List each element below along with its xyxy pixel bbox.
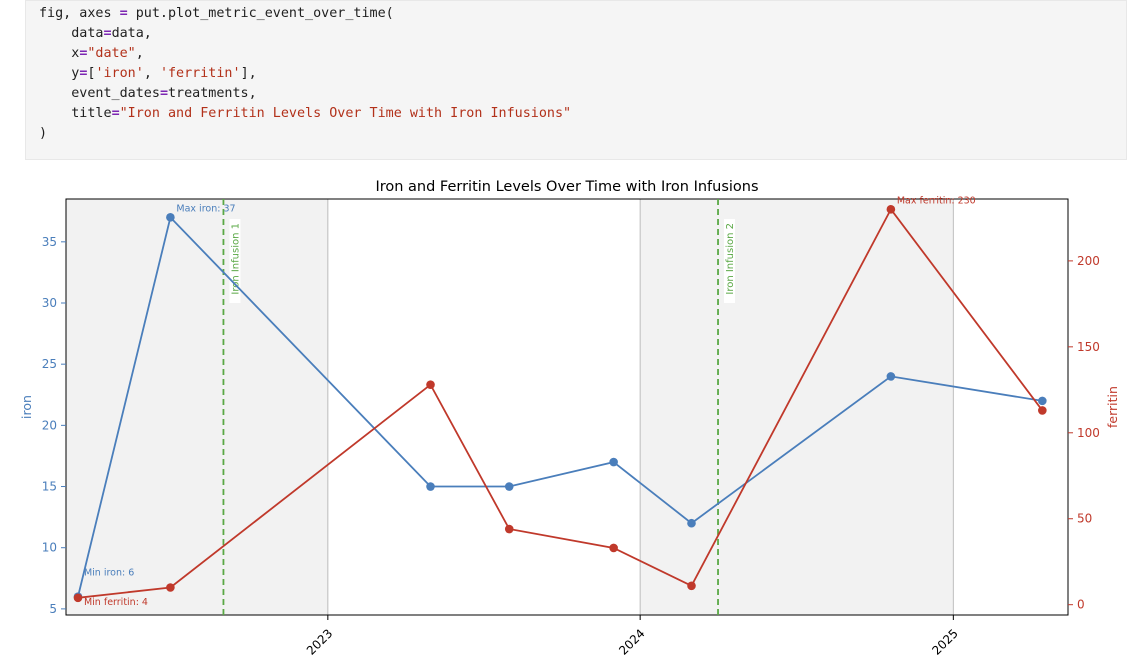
code-line: y=['iron', 'ferritin'], [39, 64, 1126, 84]
code-token: = [119, 6, 128, 21]
y-right-tick-label: 100 [1077, 426, 1100, 440]
annotation-label: Min iron: 6 [84, 568, 134, 579]
series-line-ferritin [77, 207, 1044, 599]
data-point-iron [687, 518, 696, 528]
y-left-tick-label: 15 [42, 480, 57, 494]
data-point-ferritin [687, 581, 696, 591]
code-token: 'iron' [95, 66, 144, 81]
y-left-axis-label: iron [19, 395, 34, 419]
code-token: data [39, 26, 104, 41]
data-point-iron [504, 482, 514, 491]
event-label: Iron Infusion 1 [230, 223, 241, 295]
event-label: Iron Infusion 2 [725, 223, 736, 295]
code-token: "date" [87, 46, 136, 61]
code-token: put.plot_metric_event_over_time( [127, 6, 394, 21]
code-lines: fig, axes = put.plot_metric_event_over_t… [39, 4, 1126, 144]
shaded-period [66, 199, 328, 615]
code-token: event_dates [39, 86, 160, 101]
data-point-ferritin [504, 524, 514, 534]
data-point-ferritin [1038, 406, 1047, 415]
chart-title: Iron and Ferritin Levels Over Time with … [375, 179, 758, 195]
y-right-tick-label: 50 [1077, 512, 1092, 526]
code-token: treatments, [168, 86, 257, 101]
code-token: y [39, 66, 80, 81]
data-point-iron [609, 457, 618, 467]
data-point-iron [886, 372, 896, 381]
y-left-tick-label: 35 [42, 235, 57, 249]
code-token: = [79, 66, 88, 81]
y-left-tick-label: 5 [49, 602, 57, 616]
event-label-background [229, 219, 241, 303]
code-token: 'ferritin' [159, 66, 241, 81]
code-line: event_dates=treatments, [39, 84, 1126, 104]
y-right-axis-label: ferritin [1105, 386, 1120, 428]
code-token: = [159, 86, 168, 101]
data-point-iron [1038, 396, 1047, 406]
code-token: , [135, 46, 144, 61]
shaded-period [640, 199, 954, 615]
code-line: title="Iron and Ferritin Levels Over Tim… [39, 104, 1126, 124]
data-point-ferritin [166, 583, 175, 592]
code-token: ], [240, 66, 257, 81]
data-point-ferritin [609, 543, 618, 553]
code-token: = [103, 26, 112, 41]
code-line: x="date", [39, 44, 1126, 64]
event-label-background [724, 219, 736, 303]
annotation-label: Max ferritin: 230 [897, 195, 976, 206]
x-tick-label: 2025 [929, 626, 960, 657]
y-right-tick-label: 0 [1077, 598, 1085, 612]
code-token: "Iron and Ferritin Levels Over Time with… [119, 106, 572, 121]
data-point-ferritin [886, 205, 896, 214]
code-line: data=data, [39, 24, 1126, 44]
chart-container: Iron and Ferritin Levels Over Time with … [0, 165, 1135, 666]
data-point-ferritin [73, 593, 83, 603]
code-token: fig, axes [39, 6, 120, 21]
data-point-iron [426, 482, 435, 491]
code-token: = [79, 46, 88, 61]
y-left-tick-label: 30 [42, 296, 57, 310]
code-token: ) [39, 126, 48, 141]
code-token: , [143, 66, 160, 81]
x-tick-label: 2023 [304, 626, 335, 657]
y-right-tick-label: 150 [1077, 340, 1100, 354]
y-left-tick-label: 25 [42, 357, 57, 371]
code-cell[interactable]: fig, axes = put.plot_metric_event_over_t… [25, 0, 1127, 160]
code-token: [ [87, 66, 96, 81]
code-line: fig, axes = put.plot_metric_event_over_t… [39, 4, 1126, 24]
annotation-label: Max iron: 37 [176, 203, 235, 214]
y-left-tick-label: 10 [42, 541, 57, 555]
code-token: title [39, 106, 112, 121]
chart-svg: Iron and Ferritin Levels Over Time with … [19, 179, 1120, 658]
annotation-label: Min ferritin: 4 [84, 597, 148, 608]
code-token: x [39, 46, 80, 61]
y-left-tick-label: 20 [42, 418, 57, 432]
code-line: ) [39, 124, 1126, 144]
x-tick-label: 2024 [616, 626, 647, 657]
y-right-tick-label: 200 [1077, 254, 1100, 268]
data-point-iron [166, 213, 175, 222]
code-token: = [111, 106, 120, 121]
plot-frame [65, 198, 1069, 616]
data-point-ferritin [426, 380, 435, 389]
series-line-iron [77, 215, 1043, 597]
code-token: data, [111, 26, 152, 41]
